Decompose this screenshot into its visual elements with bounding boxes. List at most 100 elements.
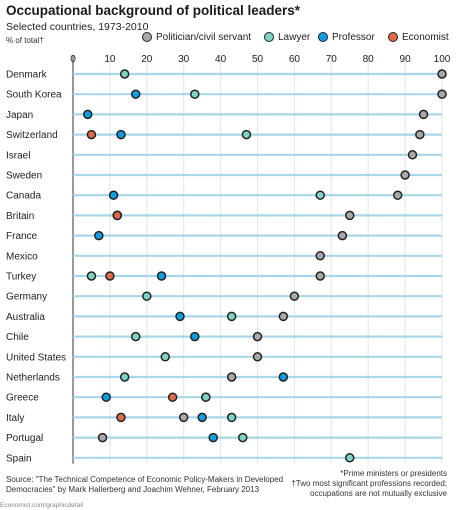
point-lawyer-germany bbox=[142, 291, 152, 301]
unit-label: % of total† bbox=[6, 36, 44, 45]
point-economist-italy bbox=[116, 412, 126, 423]
point-professor-chile bbox=[190, 331, 200, 342]
point-politician-civil-servant-switzerland bbox=[415, 129, 425, 140]
point-professor-south-korea bbox=[130, 89, 141, 99]
chart-subtitle: Selected countries, 1973-2010 bbox=[6, 21, 149, 33]
legend-item-professor: Professor bbox=[318, 31, 375, 43]
category-label-sweden: Sweden bbox=[6, 171, 42, 182]
point-lawyer-south-korea bbox=[190, 89, 200, 99]
tick-label-40: 40 bbox=[215, 54, 227, 65]
point-politician-civil-servant-mexico bbox=[315, 251, 325, 261]
category-label-canada: Canada bbox=[6, 191, 41, 202]
point-politician-civil-servant-france bbox=[337, 230, 348, 241]
point-politician-civil-servant-chile bbox=[252, 331, 263, 342]
category-label-turkey: Turkey bbox=[6, 272, 36, 283]
tick-label-60: 60 bbox=[289, 54, 301, 65]
tick-label-10: 10 bbox=[104, 54, 116, 65]
point-economist-switzerland bbox=[86, 129, 97, 140]
category-label-switzerland: Switzerland bbox=[6, 130, 58, 141]
legend-item-politician: Politician/civil servant bbox=[142, 31, 251, 43]
source-line-2: Democracies" by Mark Hallerberg and Joac… bbox=[6, 485, 260, 494]
category-label-south-korea: South Korea bbox=[6, 90, 62, 101]
category-label-france: France bbox=[6, 231, 38, 242]
tick-label-50: 50 bbox=[252, 54, 264, 65]
category-label-portugal: Portugal bbox=[6, 433, 43, 444]
category-label-mexico: Mexico bbox=[6, 251, 38, 262]
category-label-britain: Britain bbox=[6, 211, 34, 222]
point-professor-japan bbox=[83, 109, 93, 120]
point-lawyer-turkey bbox=[86, 271, 97, 281]
point-lawyer-italy bbox=[226, 412, 237, 423]
legend-item-economist: Economist bbox=[388, 31, 449, 43]
tick-label-0: 0 bbox=[70, 54, 76, 65]
point-economist-turkey bbox=[105, 271, 115, 281]
point-lawyer-portugal bbox=[237, 432, 248, 443]
category-label-greece: Greece bbox=[6, 393, 39, 404]
legend-item-lawyer: Lawyer bbox=[264, 31, 310, 43]
category-label-australia: Australia bbox=[6, 312, 45, 323]
point-politician-civil-servant-canada bbox=[392, 190, 403, 200]
point-professor-greece bbox=[101, 392, 111, 402]
point-politician-civil-servant-denmark bbox=[437, 69, 447, 79]
point-professor-canada bbox=[108, 190, 119, 200]
source-url: Economist.com/graphicdetail bbox=[0, 502, 84, 509]
point-professor-australia bbox=[175, 311, 185, 322]
point-professor-italy bbox=[197, 412, 207, 423]
tick-label-20: 20 bbox=[141, 54, 153, 65]
source-line-1: Source: "The Technical Competence of Eco… bbox=[6, 475, 284, 484]
point-politician-civil-servant-italy bbox=[178, 412, 189, 423]
chart-title: Occupational background of political lea… bbox=[6, 3, 301, 18]
point-politician-civil-servant-japan bbox=[418, 109, 429, 120]
tick-label-100: 100 bbox=[434, 54, 451, 65]
point-politician-civil-servant-australia bbox=[278, 311, 289, 322]
category-label-germany: Germany bbox=[6, 292, 47, 303]
point-lawyer-switzerland bbox=[241, 129, 252, 140]
point-politician-civil-servant-turkey bbox=[315, 271, 325, 281]
tick-label-70: 70 bbox=[326, 54, 338, 65]
point-lawyer-canada bbox=[315, 190, 325, 200]
legend-label-politician: Politician/civil servant bbox=[156, 31, 252, 43]
point-politician-civil-servant-south-korea bbox=[437, 89, 447, 99]
legend-label-professor: Professor bbox=[332, 31, 375, 43]
category-label-chile: Chile bbox=[6, 332, 29, 343]
point-professor-portugal bbox=[208, 432, 218, 443]
category-label-israel: Israel bbox=[6, 150, 30, 161]
footnotes: *Prime ministers or presidents †Two most… bbox=[291, 469, 447, 499]
point-politician-civil-servant-germany bbox=[289, 291, 300, 301]
point-lawyer-spain bbox=[345, 453, 355, 463]
point-lawyer-netherlands bbox=[119, 372, 130, 382]
legend-swatch-lawyer bbox=[264, 32, 274, 42]
legend-label-economist: Economist bbox=[402, 31, 449, 43]
point-lawyer-australia bbox=[226, 311, 237, 322]
footnote-prime-ministers: *Prime ministers or presidents bbox=[340, 469, 447, 478]
footnote-exclusive: occupations are not mutually exclusive bbox=[310, 489, 447, 498]
point-politician-civil-servant-united-states bbox=[252, 352, 263, 362]
legend-label-lawyer: Lawyer bbox=[278, 31, 311, 43]
category-label-spain: Spain bbox=[6, 453, 32, 464]
point-economist-greece bbox=[167, 392, 178, 402]
point-professor-switzerland bbox=[116, 129, 126, 140]
point-politician-civil-servant-netherlands bbox=[226, 372, 237, 382]
point-lawyer-greece bbox=[201, 392, 211, 402]
point-politician-civil-servant-britain bbox=[345, 210, 355, 221]
legend-swatch-professor bbox=[318, 32, 328, 42]
point-politician-civil-servant-israel bbox=[407, 150, 418, 160]
tick-label-90: 90 bbox=[400, 54, 412, 65]
point-politician-civil-servant-sweden bbox=[400, 170, 410, 180]
point-lawyer-united-states bbox=[160, 352, 170, 362]
legend-swatch-politician bbox=[142, 32, 152, 42]
point-politician-civil-servant-portugal bbox=[97, 432, 108, 443]
point-lawyer-denmark bbox=[119, 69, 130, 79]
point-economist-britain bbox=[112, 210, 123, 221]
category-label-denmark: Denmark bbox=[6, 70, 48, 81]
point-professor-france bbox=[94, 230, 104, 241]
category-label-united-states: United States bbox=[6, 352, 66, 363]
tick-label-30: 30 bbox=[178, 54, 190, 65]
category-label-netherlands: Netherlands bbox=[6, 373, 60, 384]
source-note: Source: "The Technical Competence of Eco… bbox=[6, 475, 283, 495]
footnote-professions: †Two most significant professions record… bbox=[291, 479, 447, 488]
point-professor-turkey bbox=[156, 271, 167, 281]
category-label-japan: Japan bbox=[6, 110, 33, 121]
tick-label-80: 80 bbox=[363, 54, 375, 65]
